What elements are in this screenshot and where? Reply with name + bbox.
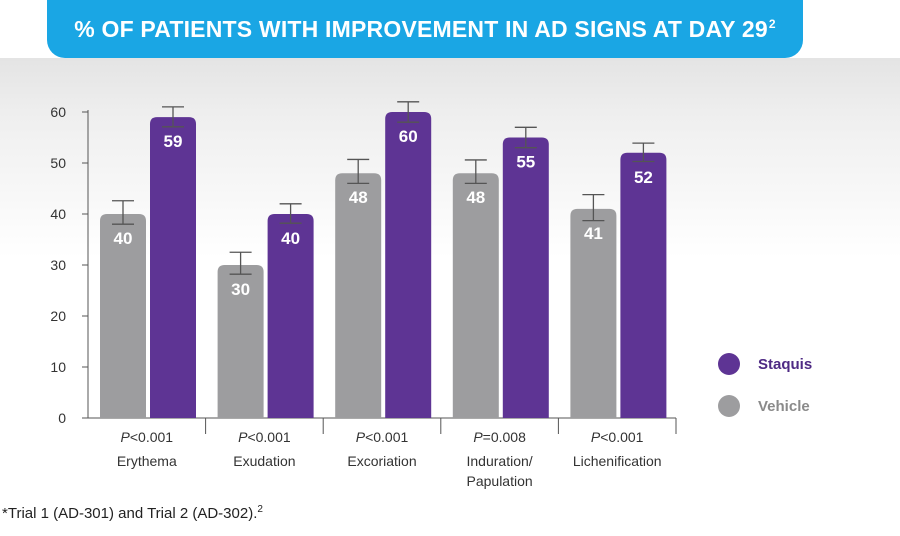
- staquis-bar: [620, 152, 667, 419]
- bar-value-label: 40: [114, 229, 133, 248]
- p-value-label: P<0.001: [121, 429, 174, 445]
- bar-value-label: 48: [349, 188, 368, 207]
- y-tick-label: 0: [58, 410, 66, 426]
- staquis-bar: [385, 112, 432, 418]
- bar-value-label: 59: [164, 132, 183, 151]
- category-label: Excoriation: [347, 453, 416, 469]
- vehicle-bar: [100, 214, 146, 418]
- y-tick-label: 30: [50, 257, 66, 273]
- y-tick-label: 40: [50, 206, 66, 222]
- bar-value-label: 52: [634, 168, 653, 187]
- category-label: Papulation: [467, 473, 533, 489]
- bar-value-label: 40: [281, 229, 300, 248]
- legend-label: Staquis: [758, 356, 812, 373]
- vehicle-bar: [452, 173, 499, 418]
- vehicle-bar: [335, 173, 382, 418]
- vehicle-bar: [570, 208, 617, 418]
- staquis-bar: [150, 117, 196, 418]
- legend-swatch: [718, 395, 740, 417]
- bar-value-label: 41: [584, 224, 603, 243]
- p-value-label: P<0.001: [356, 429, 409, 445]
- y-tick-label: 50: [50, 155, 66, 171]
- category-label: Induration/: [467, 453, 533, 469]
- legend-label: Vehicle: [758, 398, 810, 415]
- p-value-label: P<0.001: [591, 429, 644, 445]
- title-banner: % OF PATIENTS WITH IMPROVEMENT IN AD SIG…: [47, 0, 803, 58]
- staquis-bar: [502, 137, 549, 418]
- p-value-label: P<0.001: [238, 429, 291, 445]
- bar-value-label: 60: [399, 127, 418, 146]
- bar-value-label: 55: [516, 153, 535, 172]
- chart-title: % OF PATIENTS WITH IMPROVEMENT IN AD SIG…: [74, 15, 776, 42]
- y-tick-label: 20: [50, 308, 66, 324]
- y-tick-label: 60: [50, 104, 66, 120]
- y-tick-label: 10: [50, 359, 66, 375]
- category-label: Exudation: [233, 453, 295, 469]
- footnote: *Trial 1 (AD-301) and Trial 2 (AD-302).2: [2, 504, 263, 522]
- category-label: Lichenification: [573, 453, 662, 469]
- bar-value-label: 48: [466, 188, 485, 207]
- p-value-label: P=0.008: [473, 429, 526, 445]
- category-label: Erythema: [117, 453, 177, 469]
- bar-value-label: 30: [231, 280, 250, 299]
- staquis-bar: [267, 214, 314, 418]
- legend-swatch: [718, 353, 740, 375]
- vehicle-bar: [217, 265, 264, 418]
